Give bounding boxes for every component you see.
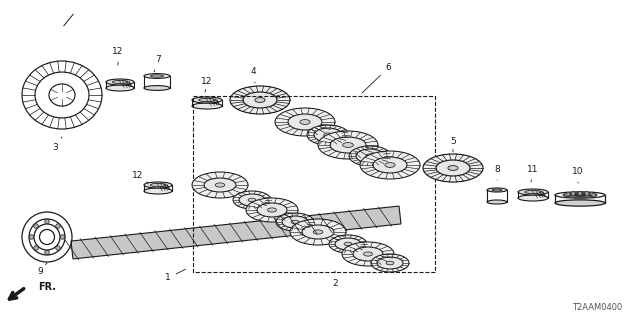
Ellipse shape	[106, 85, 134, 91]
Ellipse shape	[199, 98, 215, 102]
Ellipse shape	[268, 208, 276, 212]
Text: 12: 12	[112, 47, 124, 65]
Ellipse shape	[356, 149, 384, 163]
Ellipse shape	[215, 183, 225, 187]
Ellipse shape	[233, 191, 271, 209]
Ellipse shape	[423, 154, 483, 182]
Polygon shape	[71, 206, 401, 259]
Ellipse shape	[366, 154, 374, 158]
Ellipse shape	[144, 182, 172, 188]
Ellipse shape	[282, 216, 308, 228]
Ellipse shape	[324, 133, 332, 137]
Ellipse shape	[276, 213, 314, 231]
Ellipse shape	[150, 75, 163, 77]
Text: 3: 3	[52, 137, 62, 153]
Circle shape	[571, 191, 575, 196]
Ellipse shape	[243, 92, 277, 108]
Circle shape	[585, 191, 589, 196]
Text: 6: 6	[362, 63, 391, 93]
Ellipse shape	[377, 257, 403, 269]
Ellipse shape	[106, 79, 134, 85]
Circle shape	[590, 192, 594, 196]
Ellipse shape	[371, 254, 409, 272]
Ellipse shape	[239, 194, 265, 206]
Circle shape	[34, 224, 38, 228]
Ellipse shape	[307, 125, 349, 145]
Circle shape	[45, 250, 49, 255]
Circle shape	[45, 219, 49, 224]
Circle shape	[578, 191, 582, 195]
Ellipse shape	[518, 189, 548, 195]
Ellipse shape	[492, 189, 502, 191]
Text: FR.: FR.	[38, 282, 56, 292]
Ellipse shape	[342, 143, 353, 148]
Ellipse shape	[192, 97, 222, 103]
Circle shape	[592, 193, 596, 197]
Text: 7: 7	[154, 55, 161, 72]
Ellipse shape	[313, 230, 323, 234]
Ellipse shape	[360, 151, 420, 179]
Text: 2: 2	[332, 271, 338, 287]
Ellipse shape	[150, 183, 166, 187]
Ellipse shape	[436, 160, 470, 176]
Ellipse shape	[555, 200, 605, 206]
Ellipse shape	[192, 103, 222, 109]
Text: 5: 5	[450, 138, 456, 152]
Text: 11: 11	[527, 165, 539, 182]
Text: T2AAM0400: T2AAM0400	[572, 303, 622, 313]
Ellipse shape	[330, 137, 366, 153]
Ellipse shape	[204, 178, 236, 192]
Ellipse shape	[257, 203, 287, 217]
Ellipse shape	[487, 200, 507, 204]
Circle shape	[566, 192, 570, 196]
Circle shape	[564, 193, 568, 197]
Ellipse shape	[329, 235, 367, 253]
Ellipse shape	[448, 166, 458, 170]
Ellipse shape	[230, 86, 290, 114]
Ellipse shape	[518, 195, 548, 201]
Text: 9: 9	[37, 263, 47, 276]
Ellipse shape	[144, 188, 172, 194]
Ellipse shape	[144, 85, 170, 90]
Circle shape	[56, 246, 60, 250]
Text: 4: 4	[250, 68, 256, 83]
Ellipse shape	[525, 190, 541, 194]
Ellipse shape	[246, 198, 298, 222]
Circle shape	[60, 235, 65, 239]
Text: 12: 12	[132, 171, 148, 183]
Ellipse shape	[112, 80, 128, 84]
Text: 1: 1	[165, 269, 186, 283]
Ellipse shape	[302, 225, 334, 239]
Ellipse shape	[248, 198, 256, 202]
Text: 8: 8	[494, 165, 500, 180]
Ellipse shape	[275, 108, 335, 136]
Circle shape	[29, 235, 34, 239]
Ellipse shape	[192, 172, 248, 198]
Ellipse shape	[353, 247, 383, 261]
Ellipse shape	[349, 146, 391, 166]
Ellipse shape	[342, 242, 394, 266]
Text: 12: 12	[202, 77, 212, 92]
Ellipse shape	[314, 128, 342, 142]
Ellipse shape	[288, 114, 322, 130]
Ellipse shape	[386, 261, 394, 265]
Ellipse shape	[318, 131, 378, 159]
Ellipse shape	[144, 74, 170, 78]
Ellipse shape	[487, 188, 507, 192]
Ellipse shape	[290, 219, 346, 245]
Ellipse shape	[373, 157, 407, 173]
Ellipse shape	[335, 238, 361, 250]
Ellipse shape	[385, 163, 395, 167]
Ellipse shape	[255, 98, 265, 102]
Ellipse shape	[291, 220, 299, 224]
Text: 10: 10	[572, 167, 584, 183]
Circle shape	[56, 224, 60, 228]
Ellipse shape	[364, 252, 372, 256]
Circle shape	[34, 246, 38, 250]
Ellipse shape	[300, 120, 310, 124]
Ellipse shape	[344, 242, 352, 246]
